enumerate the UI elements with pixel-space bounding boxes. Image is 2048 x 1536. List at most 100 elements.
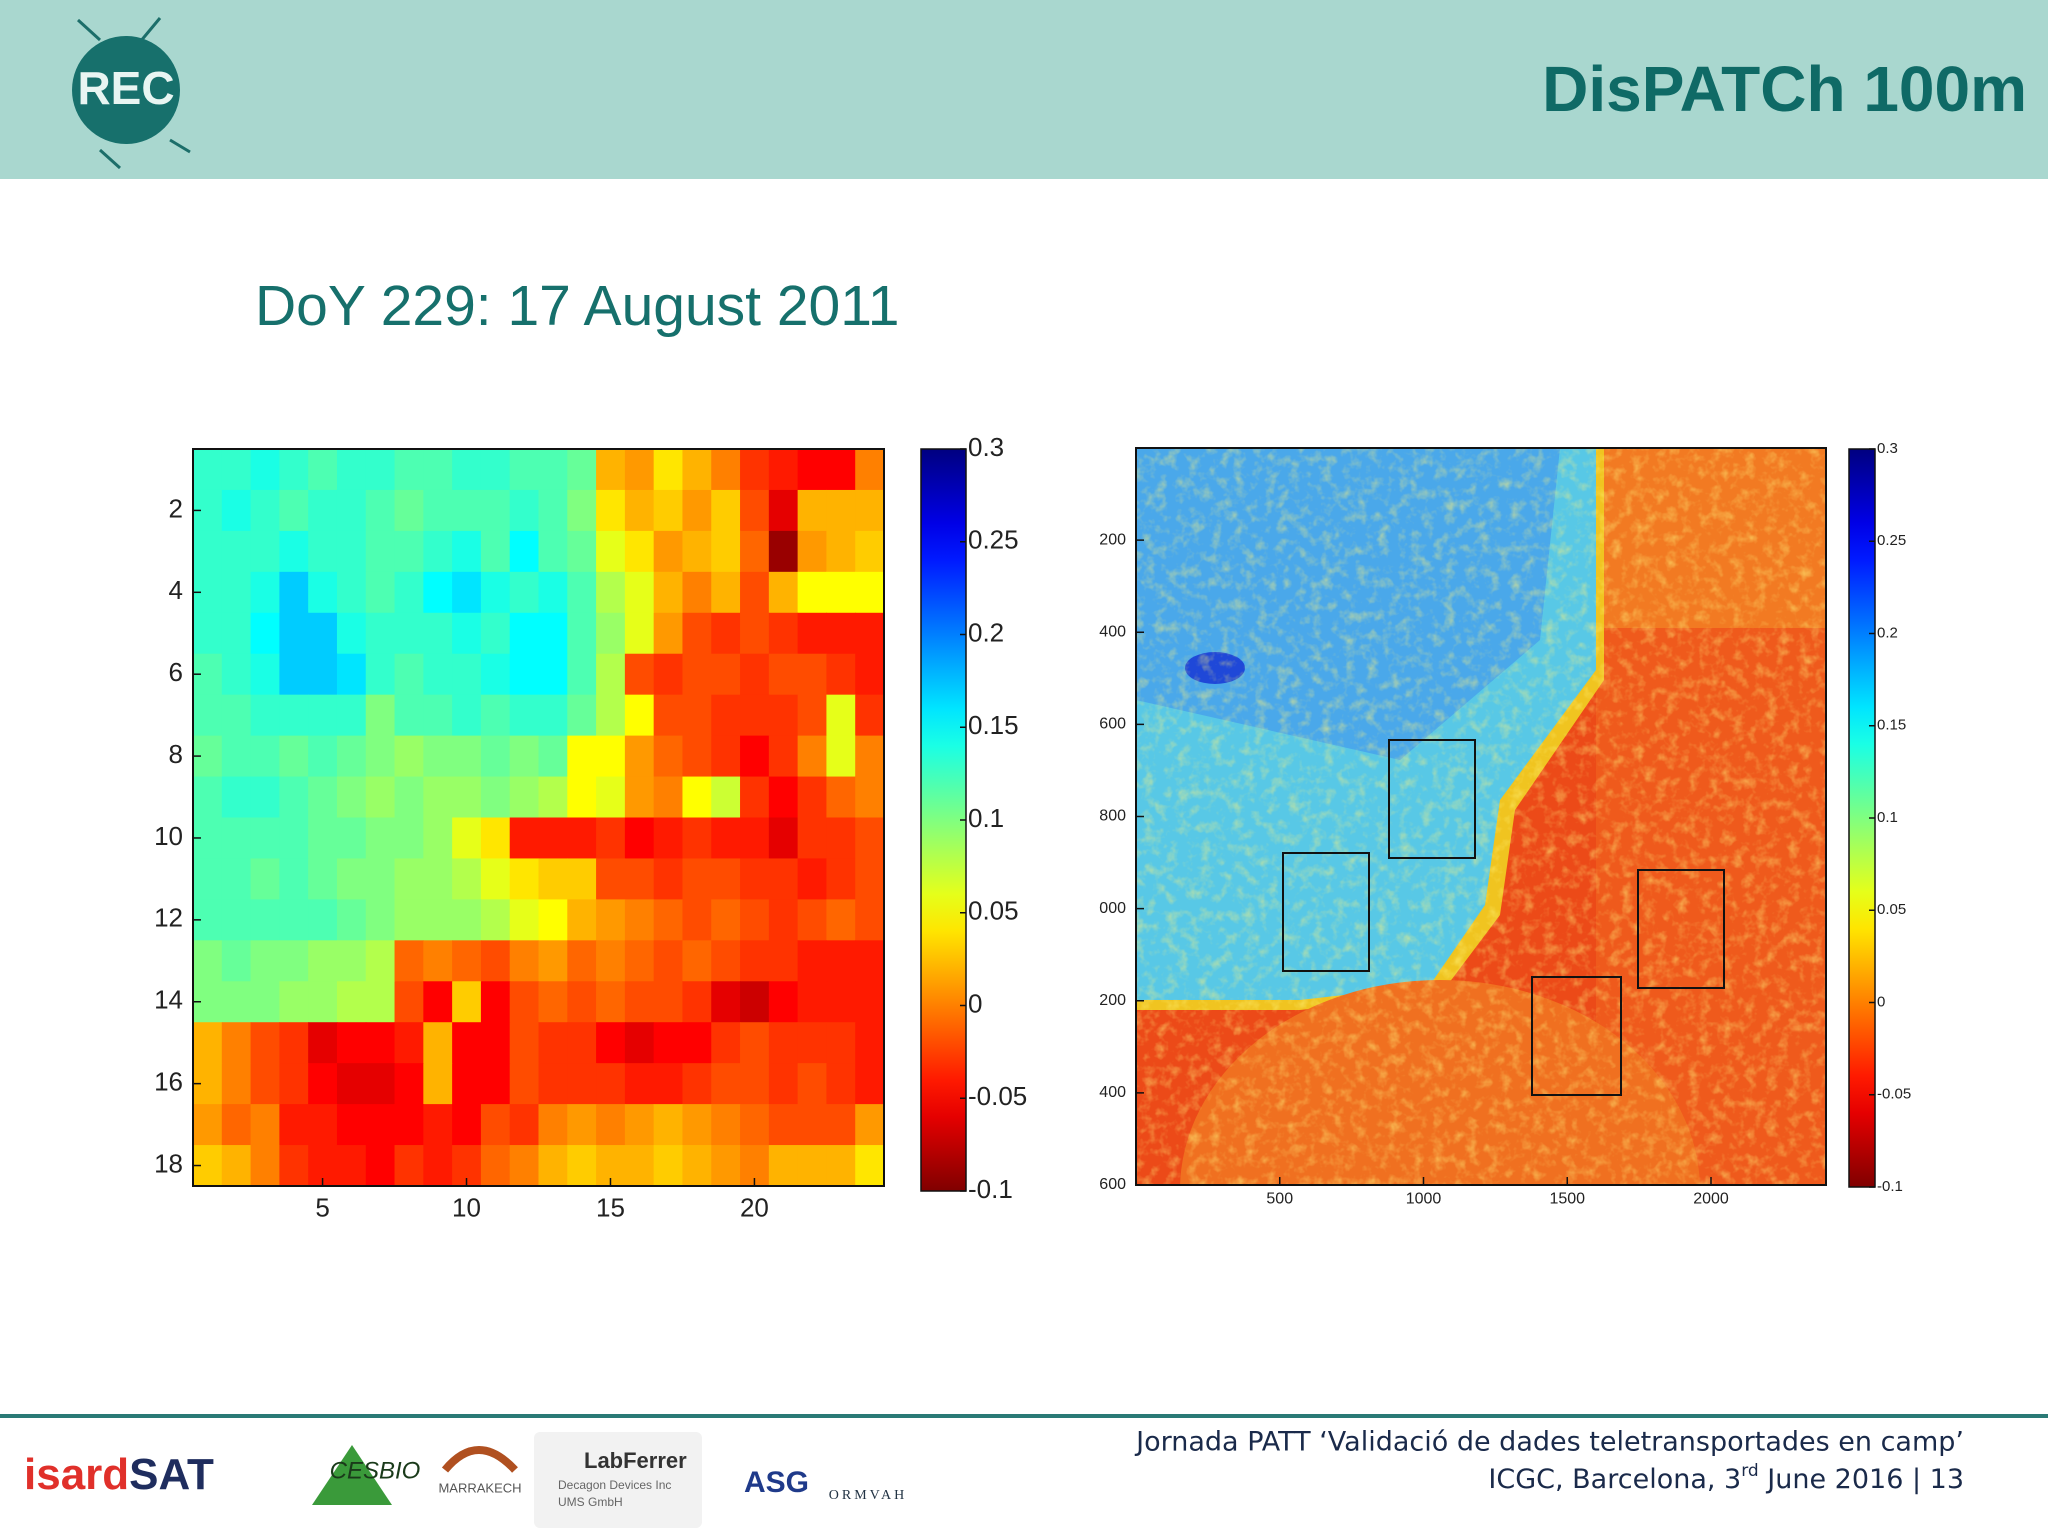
heat-cell <box>221 571 252 614</box>
heat-cell <box>855 1104 885 1146</box>
heat-cell <box>336 612 367 655</box>
heat-cell <box>336 449 367 491</box>
colorbar-tick-label: 0 <box>968 988 982 1018</box>
heat-cell <box>365 858 396 900</box>
heat-cell <box>336 1104 367 1146</box>
heat-cell <box>193 1022 223 1064</box>
heat-cell <box>336 1145 367 1187</box>
heat-cell <box>452 694 482 737</box>
heat-cell <box>394 940 424 982</box>
heat-cell <box>855 776 885 819</box>
heat-cell <box>221 694 252 737</box>
heat-cell <box>740 612 770 655</box>
heat-cell <box>596 940 626 982</box>
colorbar-tick-label: 0.15 <box>968 710 1019 740</box>
heat-cell <box>336 653 367 696</box>
heat-cell <box>394 489 424 532</box>
heat-cell <box>423 735 453 778</box>
heat-cell <box>452 612 482 655</box>
heat-cell <box>711 1145 741 1187</box>
heat-cell <box>279 1022 309 1064</box>
heat-cell <box>480 981 511 1023</box>
heat-cell <box>711 1022 741 1064</box>
heat-cell <box>567 940 597 982</box>
heat-cell <box>797 530 828 573</box>
heat-cell <box>826 817 856 860</box>
heat-cell <box>279 1104 309 1146</box>
heat-cell <box>250 776 280 819</box>
heat-cell <box>682 489 712 532</box>
heat-cell <box>308 776 338 819</box>
heat-cell <box>250 940 280 982</box>
heat-cell <box>624 530 655 573</box>
heat-cell <box>567 776 597 819</box>
heat-cell <box>653 735 684 778</box>
heat-cell <box>768 899 799 941</box>
heat-cell <box>452 940 482 982</box>
heat-cell <box>826 1022 856 1064</box>
heat-cell <box>423 858 453 900</box>
heat-cell <box>740 530 770 573</box>
heat-cell <box>653 653 684 696</box>
heat-cell <box>768 1104 799 1146</box>
heat-cell <box>826 449 856 491</box>
heat-cell <box>193 530 223 573</box>
heat-cell <box>768 817 799 860</box>
heat-cell <box>279 694 309 737</box>
heat-cell <box>567 694 597 737</box>
heat-cell <box>740 940 770 982</box>
heat-cell <box>538 530 568 573</box>
heat-cell <box>279 940 309 982</box>
rec-logo: REC <box>72 17 191 170</box>
heat-cell <box>308 899 338 941</box>
heat-cell <box>653 858 684 900</box>
heat-cell <box>653 1104 684 1146</box>
heat-cell <box>567 1022 597 1064</box>
y-tick-label: 000 <box>1099 900 1126 917</box>
heat-cell <box>480 694 511 737</box>
heat-cell <box>336 571 367 614</box>
heat-cell <box>682 653 712 696</box>
heat-cell <box>279 653 309 696</box>
heat-cell <box>452 530 482 573</box>
heat-cell <box>826 612 856 655</box>
heat-cell <box>509 694 540 737</box>
heat-cell <box>711 489 741 532</box>
heat-cell <box>567 653 597 696</box>
heat-cell <box>711 858 741 900</box>
heat-cell <box>711 940 741 982</box>
heat-cell <box>538 1022 568 1064</box>
heat-cell <box>365 1104 396 1146</box>
heat-cell <box>336 817 367 860</box>
heat-cell <box>365 489 396 532</box>
heat-cell <box>624 489 655 532</box>
heat-cell <box>250 653 280 696</box>
heat-cell <box>509 817 540 860</box>
heat-cell <box>423 1145 453 1187</box>
heat-cell <box>596 1022 626 1064</box>
heat-cell <box>567 1104 597 1146</box>
heat-cell <box>480 530 511 573</box>
y-tick-label: 200 <box>1099 531 1126 548</box>
heat-cell <box>336 899 367 941</box>
heat-cell <box>740 449 770 491</box>
heat-cell <box>452 1104 482 1146</box>
heat-cell <box>193 858 223 900</box>
heat-cell <box>682 1145 712 1187</box>
heat-cell <box>193 612 223 655</box>
heat-cell <box>221 1104 252 1146</box>
heat-cell <box>480 776 511 819</box>
heat-cell <box>740 1063 770 1105</box>
heat-cell <box>221 817 252 860</box>
heat-cell <box>682 449 712 491</box>
slide-title: DisPATCh 100m <box>1542 53 2027 125</box>
heat-cell <box>336 1022 367 1064</box>
heat-cell <box>768 940 799 982</box>
heat-cell <box>250 817 280 860</box>
heat-cell <box>826 571 856 614</box>
heat-cell <box>538 653 568 696</box>
heat-cell <box>221 612 252 655</box>
heat-cell <box>193 776 223 819</box>
heat-cell <box>250 1145 280 1187</box>
